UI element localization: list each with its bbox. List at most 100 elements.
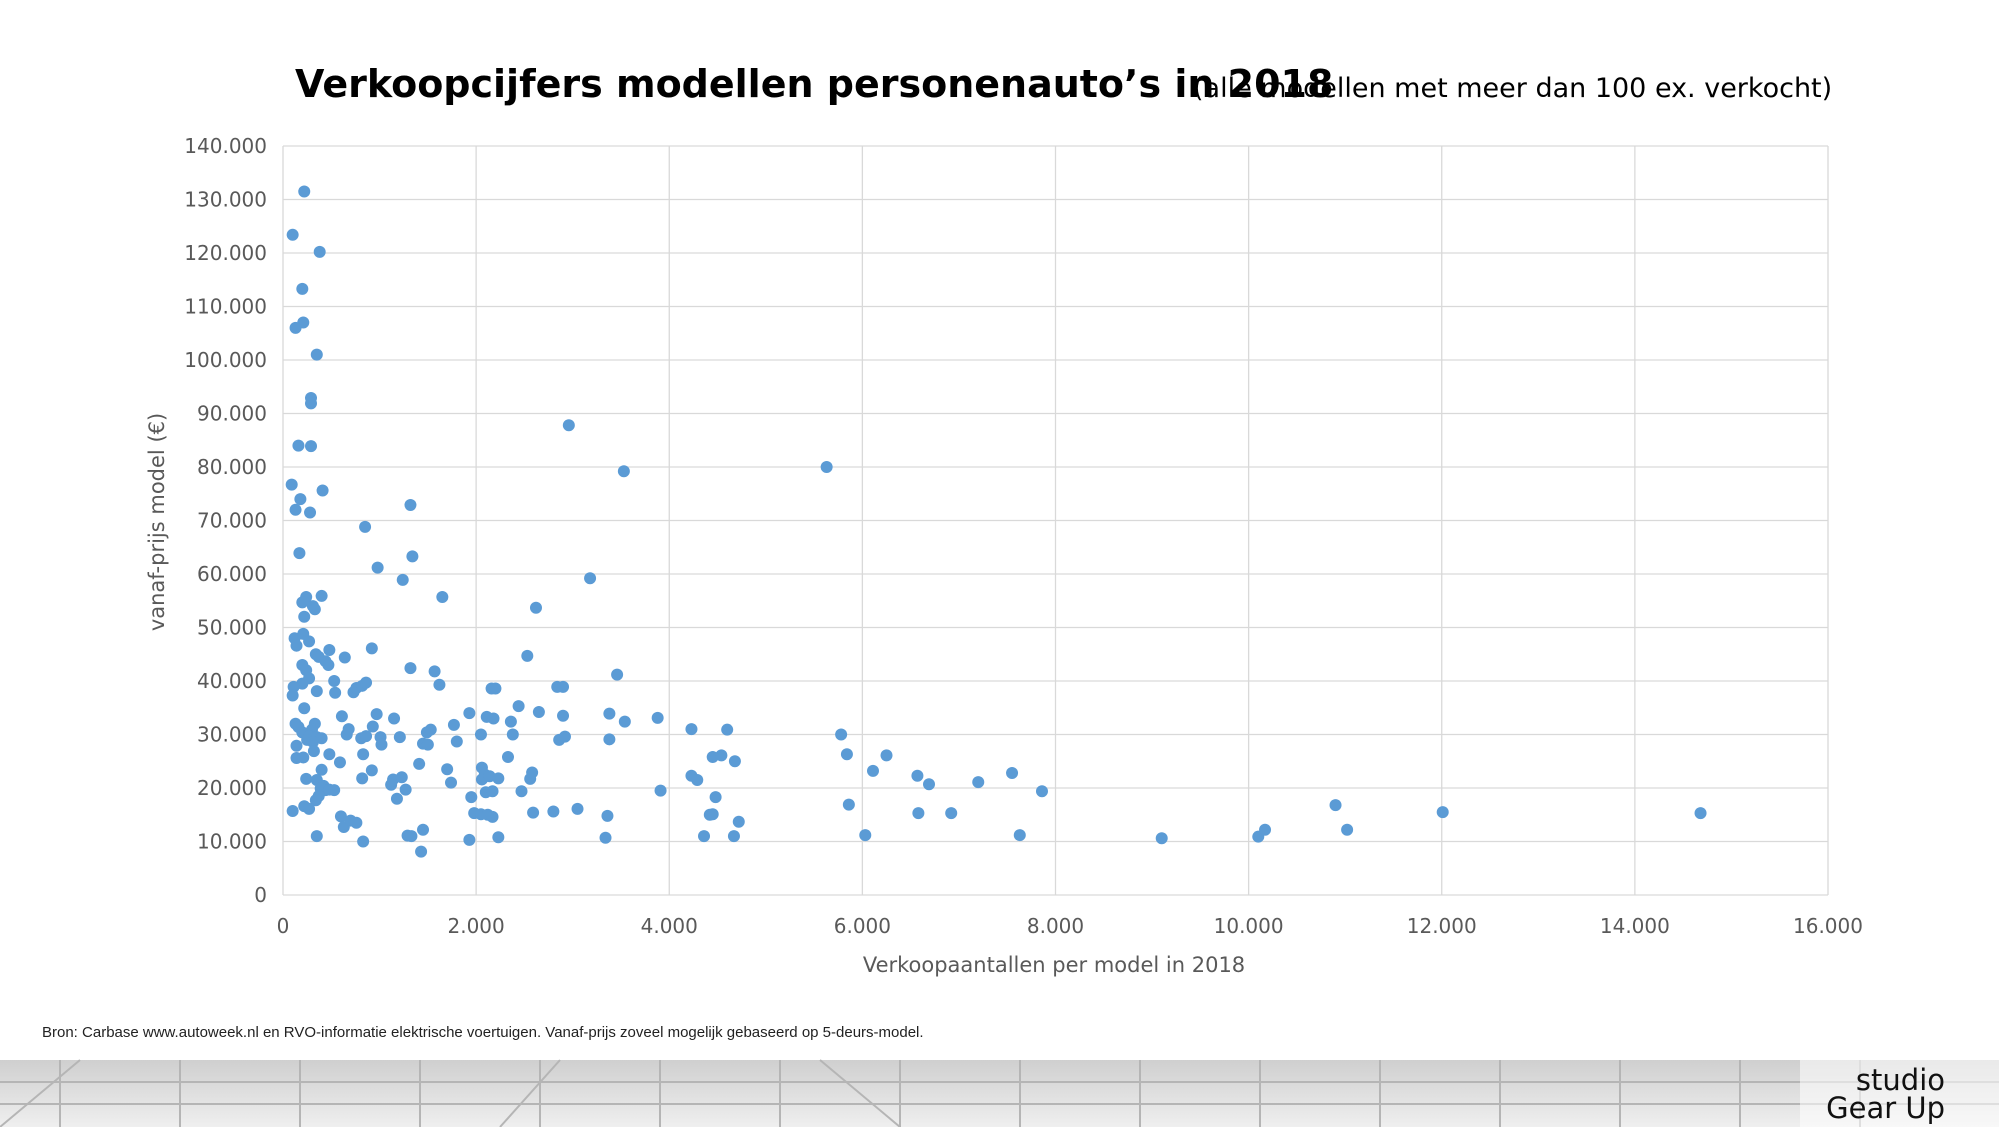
- data-point: [366, 720, 379, 733]
- data-point: [329, 686, 342, 699]
- y-tick-label: 100.000: [184, 348, 267, 372]
- data-point: [529, 601, 542, 614]
- y-tick-label: 120.000: [184, 241, 267, 265]
- data-point: [835, 728, 848, 741]
- data-point: [296, 282, 309, 295]
- data-point: [685, 723, 698, 736]
- y-tick-label: 70.000: [197, 509, 267, 533]
- data-point: [334, 810, 347, 823]
- data-point: [370, 708, 383, 721]
- data-point: [303, 802, 316, 815]
- data-point: [294, 493, 307, 506]
- data-point: [323, 643, 336, 656]
- y-tick-label: 20.000: [197, 776, 267, 800]
- data-point: [923, 778, 936, 791]
- data-point: [365, 642, 378, 655]
- data-point: [618, 715, 631, 728]
- data-point: [306, 735, 319, 748]
- data-point: [715, 749, 728, 762]
- data-point: [447, 718, 460, 731]
- data-point: [732, 815, 745, 828]
- data-point: [286, 689, 299, 702]
- data-point: [445, 776, 458, 789]
- data-point: [557, 680, 570, 693]
- x-tick-label: 0: [277, 914, 290, 938]
- data-point: [506, 728, 519, 741]
- data-point: [1341, 823, 1354, 836]
- data-point: [323, 748, 336, 761]
- data-point: [296, 596, 309, 609]
- data-point: [698, 830, 711, 843]
- data-point: [584, 572, 597, 585]
- data-point: [290, 739, 303, 752]
- data-point: [289, 321, 302, 334]
- data-point: [465, 791, 478, 804]
- data-point: [492, 772, 505, 785]
- data-point: [1035, 785, 1048, 798]
- data-point: [603, 707, 616, 720]
- data-point: [547, 805, 560, 818]
- footer-banner: [0, 1059, 1999, 1127]
- data-point: [972, 776, 985, 789]
- y-tick-label: 90.000: [197, 402, 267, 426]
- data-point: [371, 561, 384, 574]
- data-point: [617, 465, 630, 478]
- data-point: [297, 751, 310, 764]
- y-axis-ticks: 0 10.000 20.000 30.000 40.000 50.000 60.000 70.…: [184, 134, 267, 907]
- data-point: [303, 635, 316, 648]
- x-axis-label: Verkoopaantallen per model in 2018: [863, 953, 1245, 977]
- data-point: [360, 676, 373, 689]
- data-point: [293, 547, 306, 560]
- x-tick-label: 12.000: [1407, 914, 1477, 938]
- data-point: [289, 503, 302, 516]
- data-point: [313, 245, 326, 258]
- x-tick-label: 14.000: [1600, 914, 1670, 938]
- data-point: [298, 702, 311, 715]
- y-tick-label: 110.000: [184, 295, 267, 319]
- data-point: [307, 745, 320, 758]
- data-point: [415, 845, 428, 858]
- data-point: [388, 712, 401, 725]
- data-point: [1329, 799, 1342, 812]
- data-point: [945, 807, 958, 820]
- data-point: [527, 806, 540, 819]
- data-point: [820, 461, 833, 473]
- y-tick-label: 40.000: [197, 669, 267, 693]
- x-tick-label: 2.000: [447, 914, 504, 938]
- data-point: [342, 723, 355, 736]
- y-tick-label: 50.000: [197, 616, 267, 640]
- data-point: [308, 603, 321, 616]
- data-point: [515, 785, 528, 798]
- y-tick-label: 140.000: [184, 134, 267, 158]
- data-point: [338, 651, 351, 664]
- data-point: [315, 589, 328, 602]
- data-point: [305, 440, 318, 453]
- data-point: [492, 831, 505, 844]
- data-point: [333, 756, 346, 769]
- data-point: [474, 728, 487, 741]
- data-point: [428, 665, 441, 678]
- data-point: [328, 675, 341, 687]
- data-point: [728, 755, 741, 768]
- data-point: [721, 723, 734, 736]
- data-point: [310, 685, 323, 698]
- data-point: [1013, 829, 1026, 842]
- data-point: [450, 735, 463, 748]
- y-tick-label: 30.000: [197, 723, 267, 747]
- data-point: [532, 706, 545, 719]
- data-point: [911, 769, 924, 782]
- data-point: [691, 773, 704, 786]
- data-point: [436, 591, 449, 604]
- data-point: [463, 833, 476, 846]
- data-point: [1694, 807, 1707, 820]
- x-tick-label: 6.000: [834, 914, 891, 938]
- data-point: [487, 712, 500, 725]
- data-point: [286, 228, 299, 241]
- data-point: [611, 668, 624, 681]
- data-point: [406, 550, 419, 563]
- y-tick-label: 130.000: [184, 188, 267, 212]
- data-point: [290, 639, 303, 652]
- data-points: [285, 185, 1707, 858]
- data-point: [305, 397, 318, 410]
- data-point: [390, 792, 403, 805]
